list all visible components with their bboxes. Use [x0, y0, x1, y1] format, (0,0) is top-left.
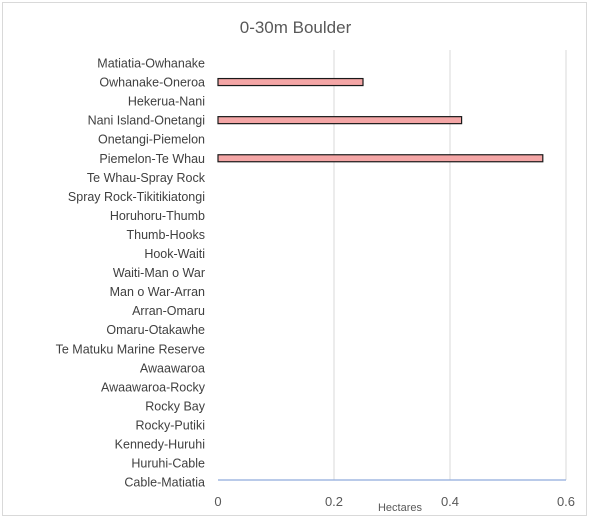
x-tick-label: 0.4 — [441, 494, 459, 509]
category-label: Hook-Waiti — [144, 247, 205, 261]
bar — [217, 77, 364, 87]
bar — [217, 116, 463, 125]
category-label: Hekerua-Nani — [128, 95, 205, 109]
category-label: Man o War-Arran — [110, 285, 205, 299]
category-label: Rocky Bay — [145, 399, 205, 413]
category-label: Te Matuku Marine Reserve — [56, 342, 205, 356]
category-label: Piemelon-Te Whau — [99, 152, 205, 166]
category-label: Omaru-Otakawhe — [106, 323, 205, 337]
category-label: Onetangi-Piemelon — [98, 133, 205, 147]
x-tick-label: 0.6 — [557, 494, 575, 509]
category-label: Arran-Omaru — [132, 304, 205, 318]
category-label: Nani Island-Onetangi — [88, 114, 205, 128]
category-label: Owhanake-Oneroa — [99, 76, 205, 90]
category-label: Matiatia-Owhanake — [97, 57, 205, 71]
category-label: Awaawaroa — [140, 361, 205, 375]
category-label: Horuhoru-Thumb — [110, 209, 205, 223]
x-tick-label: 0 — [214, 494, 221, 509]
x-axis-title: Hectares — [377, 502, 423, 514]
bar — [217, 154, 544, 163]
category-label: Awaawaroa-Rocky — [101, 380, 206, 394]
chart-title: 0-30m Boulder — [239, 18, 352, 37]
category-label: Kennedy-Huruhi — [115, 438, 205, 452]
category-label: Te Whau-Spray Rock — [87, 171, 206, 185]
category-label: Rocky-Putiki — [136, 418, 205, 432]
category-label: Cable-Matiatia — [124, 476, 205, 490]
x-tick-label: 0.2 — [325, 494, 343, 509]
chart-frame — [2, 2, 587, 516]
category-label: Waiti-Man o War — [113, 266, 205, 280]
category-label: Huruhi-Cable — [131, 457, 205, 471]
category-label: Thumb-Hooks — [127, 228, 206, 242]
category-label: Spray Rock-Tikitikiatongi — [68, 190, 205, 204]
